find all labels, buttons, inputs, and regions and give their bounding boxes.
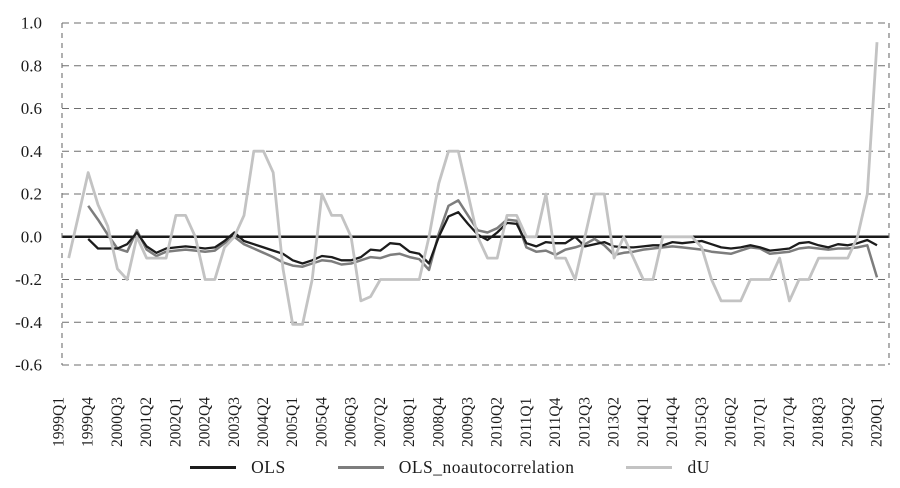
legend-label-ols-noautocorrelation: OLS_noautocorrelation xyxy=(398,456,575,477)
x-axis-tick-label: 2010Q2 xyxy=(489,397,506,447)
y-axis-tick-label: 0.4 xyxy=(21,142,43,161)
x-axis-tick-label: 2015Q3 xyxy=(693,397,710,447)
legend-item-du: dU xyxy=(626,457,709,478)
y-axis-tick-label: 0.0 xyxy=(21,227,42,246)
y-axis-tick-label: 0.2 xyxy=(21,185,42,204)
x-axis-tick-label: 2007Q2 xyxy=(372,397,389,447)
series-line-ols xyxy=(87,211,878,265)
x-axis-tick-label: 2017Q4 xyxy=(781,397,798,447)
x-axis-tick-label: 2018Q3 xyxy=(810,397,827,447)
x-axis-tick-label: 2008Q1 xyxy=(401,397,418,447)
x-axis-tick-label: 2011Q4 xyxy=(547,397,564,447)
y-axis-tick-label: 0.6 xyxy=(21,99,42,118)
ols-line-swatch-icon xyxy=(190,465,237,469)
x-axis-tick-label: 2001Q2 xyxy=(138,397,155,447)
y-axis-tick-label: 1.0 xyxy=(21,14,42,33)
legend-item-ols-noautocorrelation: OLS_noautocorrelation xyxy=(337,456,575,478)
x-axis-tick-label: 2002Q4 xyxy=(197,397,214,447)
x-axis-tick-label: 1999Q1 xyxy=(51,397,68,447)
x-axis-tick-label: 2020Q1 xyxy=(869,397,886,447)
x-axis-tick-label: 2006Q3 xyxy=(343,397,360,447)
x-axis-tick-label: 2013Q2 xyxy=(606,397,623,447)
series-line-ols_noautocorrelation xyxy=(87,199,879,278)
x-axis-tick-label: 2012Q3 xyxy=(576,397,593,447)
x-axis-tick-label: 2000Q3 xyxy=(109,397,126,447)
ols-noautocorrelation-line-swatch-icon xyxy=(337,465,384,469)
x-axis-tick-label: 2002Q1 xyxy=(167,397,184,447)
du-line-swatch-icon xyxy=(626,465,673,469)
x-axis-tick-label: 2017Q1 xyxy=(752,397,769,447)
x-axis-tick-label: 2008Q4 xyxy=(430,397,447,447)
y-axis-tick-label: -0.4 xyxy=(15,313,42,332)
chart-legend: OLS OLS_noautocorrelation dU xyxy=(0,451,900,483)
series-line-du xyxy=(67,42,879,326)
x-axis-tick-label: 2014Q4 xyxy=(664,397,681,447)
y-axis-tick-label: -0.6 xyxy=(15,356,42,375)
x-axis-tick-label: 2005Q4 xyxy=(313,397,330,447)
x-axis-tick-label: 2003Q3 xyxy=(226,397,243,447)
legend-label-du: dU xyxy=(687,456,710,477)
x-axis-tick-label: 2009Q3 xyxy=(460,397,477,447)
x-axis-tick-label: 2016Q2 xyxy=(722,397,739,447)
legend-label-ols: OLS xyxy=(251,456,286,477)
legend-item-ols: OLS xyxy=(190,457,286,478)
x-axis-tick-label: 2004Q2 xyxy=(255,397,272,447)
x-axis-tick-label: 2019Q2 xyxy=(839,397,856,447)
y-axis-tick-label: -0.2 xyxy=(15,270,42,289)
x-axis-tick-label: 1999Q4 xyxy=(80,397,97,447)
x-axis-tick-label: 2014Q1 xyxy=(635,397,652,447)
x-axis-tick-label: 2005Q1 xyxy=(284,397,301,447)
x-axis-tick-label: 2011Q1 xyxy=(518,398,535,447)
y-axis-tick-label: 0.8 xyxy=(21,56,42,75)
